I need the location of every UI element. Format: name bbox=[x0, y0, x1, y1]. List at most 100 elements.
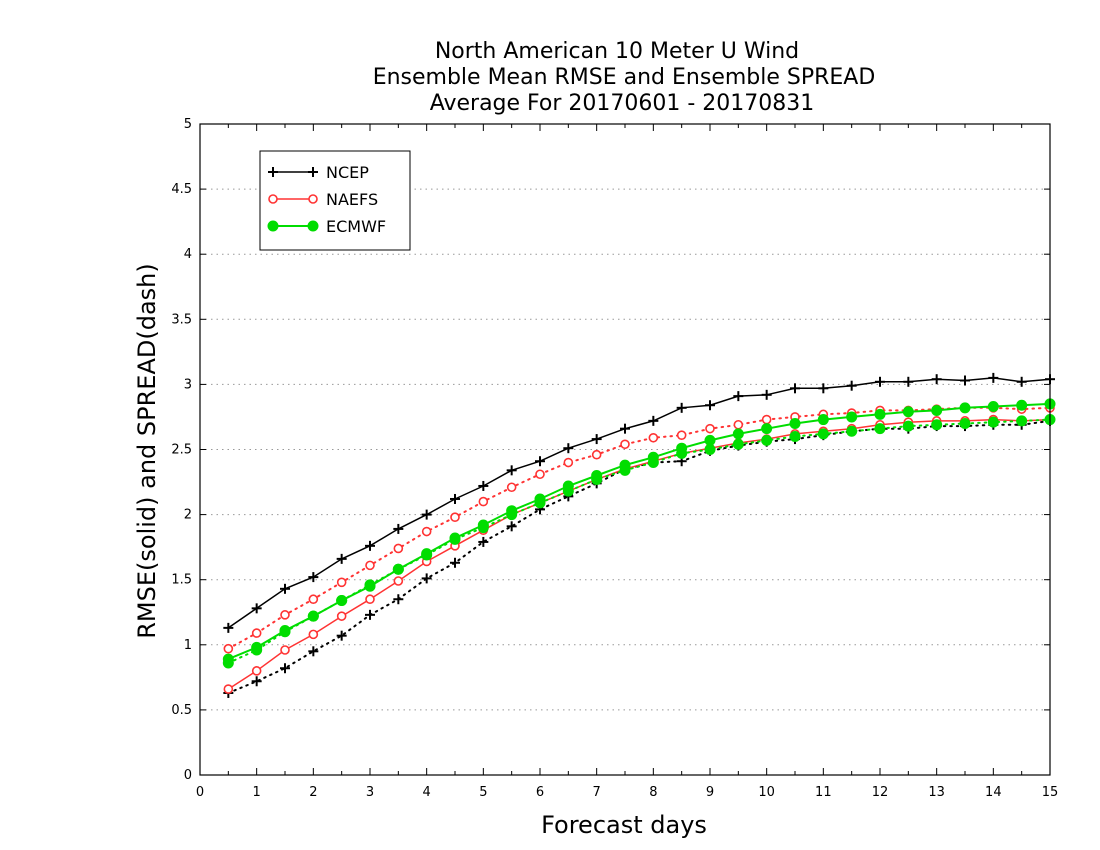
series-layer bbox=[222, 372, 1056, 698]
x-tick-label: 15 bbox=[1042, 785, 1059, 800]
series-naefs bbox=[223, 403, 1055, 694]
ecmwf-spread-point bbox=[987, 416, 999, 428]
ecmwf-rmse-point bbox=[449, 532, 461, 544]
ncep-rmse-point bbox=[903, 376, 914, 387]
naefs-rmse-point bbox=[365, 594, 375, 605]
ncep-rmse-point bbox=[676, 402, 687, 413]
x-tick-label: 6 bbox=[536, 785, 544, 800]
y-tick-label: 1.5 bbox=[171, 573, 192, 588]
naefs-spread-point bbox=[251, 628, 262, 638]
ncep-rmse-point bbox=[648, 415, 659, 426]
x-tick-label: 4 bbox=[423, 785, 431, 800]
ecmwf-rmse-point bbox=[619, 459, 631, 471]
x-axis-label: Forecast days bbox=[541, 811, 707, 839]
y-tick-label: 5 bbox=[184, 117, 192, 132]
naefs-spread-point bbox=[280, 610, 290, 620]
x-tick-label: 13 bbox=[928, 785, 945, 800]
legend-label: NAEFS bbox=[326, 190, 378, 209]
y-tick-label: 2.5 bbox=[171, 443, 192, 458]
naefs-spread-point bbox=[478, 496, 489, 507]
legend-marker bbox=[268, 194, 278, 204]
naefs-spread-point bbox=[365, 560, 375, 571]
legend-marker bbox=[268, 167, 278, 177]
legend-marker bbox=[308, 167, 318, 177]
ecmwf-rmse-point bbox=[364, 580, 376, 592]
ncep-rmse-point bbox=[251, 603, 262, 614]
x-tick-label: 9 bbox=[706, 785, 714, 800]
naefs-spread-point bbox=[336, 577, 347, 588]
naefs-spread-point bbox=[223, 643, 234, 654]
ecmwf-rmse-point bbox=[647, 451, 659, 463]
ecmwf-rmse-point bbox=[846, 411, 858, 423]
ncep-rmse-point bbox=[846, 380, 857, 391]
ecmwf-rmse-point bbox=[902, 406, 914, 418]
y-tick-label: 0 bbox=[184, 768, 192, 783]
x-tick-label: 7 bbox=[593, 785, 601, 800]
x-tick-label: 10 bbox=[758, 785, 775, 800]
legend-entry-ncep: NCEP bbox=[268, 163, 369, 182]
ncep-rmse-point bbox=[223, 622, 234, 633]
ncep-spread-point bbox=[308, 646, 319, 657]
ecmwf-spread-point bbox=[902, 420, 914, 432]
ncep-rmse-point bbox=[393, 523, 404, 534]
naefs-spread-point bbox=[761, 414, 772, 425]
ncep-spread-point bbox=[421, 573, 432, 584]
y-tick-label: 0.5 bbox=[171, 703, 192, 718]
ecmwf-spread-point bbox=[704, 444, 716, 455]
ncep-rmse-point bbox=[535, 456, 545, 467]
naefs-rmse-point bbox=[308, 629, 319, 640]
ecmwf-spread-point bbox=[789, 430, 801, 442]
ncep-rmse-point bbox=[421, 509, 432, 520]
y-tick-label: 1 bbox=[184, 638, 192, 653]
legend-marker bbox=[308, 194, 318, 204]
x-tick-label: 5 bbox=[479, 785, 487, 800]
ecmwf-spread-point bbox=[761, 434, 773, 446]
ecmwf-rmse-point bbox=[591, 470, 603, 482]
ecmwf-spread-point bbox=[1016, 415, 1028, 427]
naefs-spread-point bbox=[676, 430, 687, 440]
y-axis-label: RMSE(solid) and SPREAD(dash) bbox=[133, 263, 161, 639]
ncep-rmse-point bbox=[705, 400, 715, 411]
ncep-spread-point bbox=[393, 594, 404, 605]
ecmwf-spread-point bbox=[817, 428, 829, 440]
legend-entry-naefs: NAEFS bbox=[268, 190, 378, 209]
ncep-spread-point bbox=[336, 630, 347, 641]
ecmwf-rmse-point bbox=[562, 480, 574, 492]
ncep-rmse-point bbox=[733, 391, 744, 402]
naefs-spread-point bbox=[393, 543, 404, 554]
legend-label: ECMWF bbox=[326, 217, 386, 236]
naefs-spread-point bbox=[620, 439, 630, 450]
naefs-spread-point bbox=[591, 449, 602, 460]
ncep-rmse-point bbox=[960, 375, 970, 386]
ticks: 00.511.522.533.544.550 1 2 3 4 5 6 7 8 9 10 11 12 13 1… bbox=[171, 117, 1058, 800]
y-tick-label: 2 bbox=[184, 508, 192, 523]
ncep-spread-point bbox=[506, 521, 517, 532]
ncep-rmse-point bbox=[931, 374, 942, 385]
x-tick-label: 8 bbox=[649, 785, 657, 800]
ecmwf-rmse-point bbox=[477, 519, 489, 531]
ecmwf-rmse-point bbox=[336, 595, 348, 607]
x-tick-label: 12 bbox=[872, 785, 889, 800]
ecmwf-rmse-point bbox=[732, 428, 744, 440]
ncep-rmse-point bbox=[591, 434, 602, 445]
ecmwf-spread-point bbox=[846, 425, 858, 437]
ncep-rmse-point bbox=[620, 423, 630, 434]
legend-marker bbox=[307, 220, 319, 232]
chart-title-line-3: Average For 20170601 - 20170831 bbox=[430, 91, 815, 116]
ncep-rmse-point bbox=[308, 572, 319, 583]
ncep-rmse-point bbox=[761, 389, 772, 400]
ecmwf-rmse-point bbox=[874, 408, 886, 420]
naefs-rmse-point bbox=[251, 666, 262, 676]
y-tick-label: 3.5 bbox=[171, 312, 192, 327]
ecmwf-rmse-point bbox=[789, 417, 801, 429]
ecmwf-rmse-point bbox=[676, 442, 688, 454]
ncep-rmse-point bbox=[336, 553, 347, 564]
naefs-spread-point bbox=[421, 526, 432, 537]
x-tick-label: 0 bbox=[196, 785, 204, 800]
naefs-spread-line bbox=[227, 406, 1051, 650]
ncep-spread-point bbox=[251, 676, 262, 687]
ncep-spread-point bbox=[365, 609, 375, 620]
ecmwf-rmse-point bbox=[1016, 399, 1028, 411]
x-tick-label: 2 bbox=[309, 785, 317, 800]
